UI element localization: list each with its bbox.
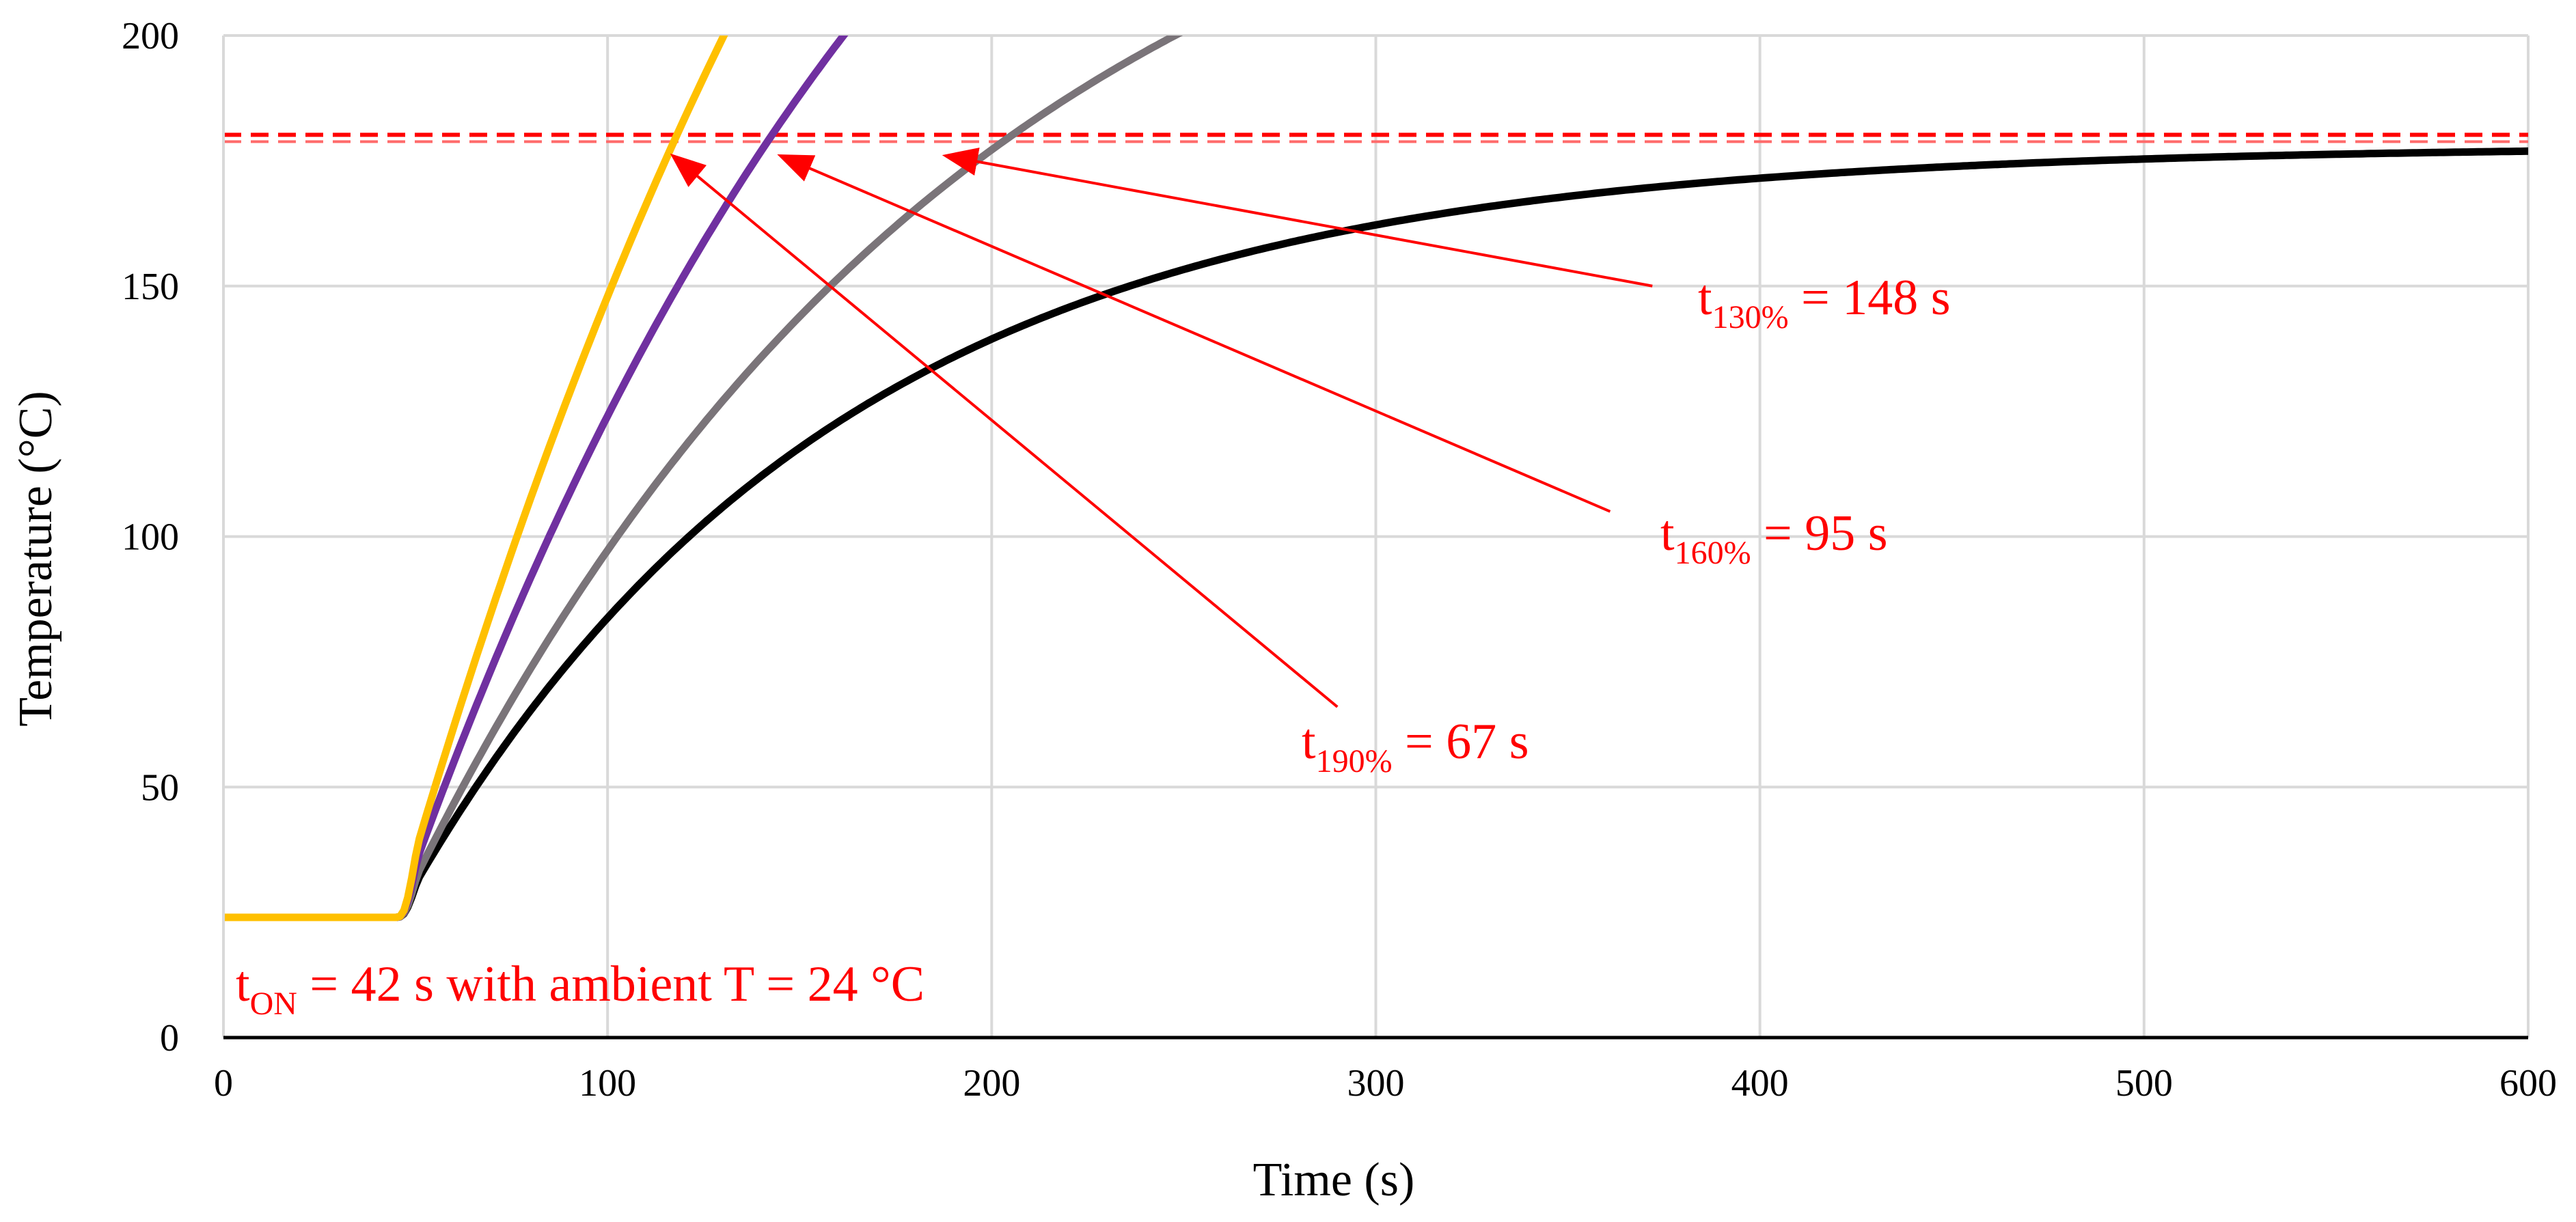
annotation-label: t190% = 67 s bbox=[1302, 714, 1529, 779]
annotation-arrow bbox=[777, 154, 1611, 513]
y-tick-label: 150 bbox=[122, 266, 179, 308]
series-line-130pct bbox=[223, 147, 2528, 921]
annotations: t130% = 148 s t160% = 95 s t190% = 67 s tON… bbox=[236, 148, 1951, 1022]
annotation-arrow bbox=[670, 153, 1339, 708]
y-tick-label: 0 bbox=[160, 1017, 179, 1059]
ton-note: tON = 42 s with ambient T = 24 °C bbox=[236, 956, 924, 1022]
annotation-label: t160% = 95 s bbox=[1660, 505, 1888, 571]
x-tick-label: 100 bbox=[579, 1062, 636, 1105]
x-tick-label: 600 bbox=[2499, 1062, 2557, 1105]
annotation-arrow bbox=[942, 148, 1653, 288]
annotation-label: t130% = 148 s bbox=[1698, 270, 1951, 335]
y-tick-label: 50 bbox=[141, 766, 179, 809]
x-tick-label: 500 bbox=[2115, 1062, 2173, 1105]
x-tick-label: 0 bbox=[214, 1062, 233, 1105]
x-tick-label: 300 bbox=[1347, 1062, 1405, 1105]
y-axis-title: Temperature (°C) bbox=[10, 391, 62, 726]
y-tick-label: 100 bbox=[122, 516, 179, 559]
axes: 0 100 200 300 400 500 600 0 50 100 150 200 bbox=[122, 15, 2557, 1105]
y-tick-label: 200 bbox=[122, 15, 179, 57]
grid bbox=[223, 34, 2530, 1038]
series-line-160pct bbox=[223, 36, 1183, 921]
series-line-190pct bbox=[223, 36, 849, 921]
threshold bbox=[223, 133, 2528, 143]
series bbox=[223, 36, 2528, 921]
x-tick-label: 400 bbox=[1731, 1062, 1789, 1105]
x-axis-title: Time (s) bbox=[1253, 1154, 1415, 1206]
x-tick-label: 200 bbox=[963, 1062, 1020, 1105]
series-line-220pct bbox=[223, 36, 728, 921]
